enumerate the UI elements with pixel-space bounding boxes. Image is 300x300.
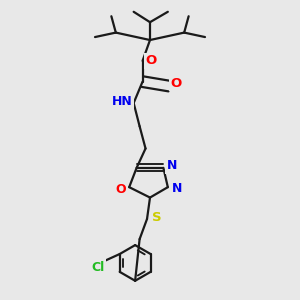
Text: Cl: Cl — [92, 261, 105, 274]
Text: O: O — [116, 183, 126, 196]
Text: N: N — [167, 159, 178, 172]
Text: N: N — [172, 182, 182, 195]
Text: S: S — [152, 211, 161, 224]
Text: HN: HN — [112, 95, 133, 108]
Text: O: O — [145, 54, 157, 67]
Text: O: O — [170, 76, 182, 90]
